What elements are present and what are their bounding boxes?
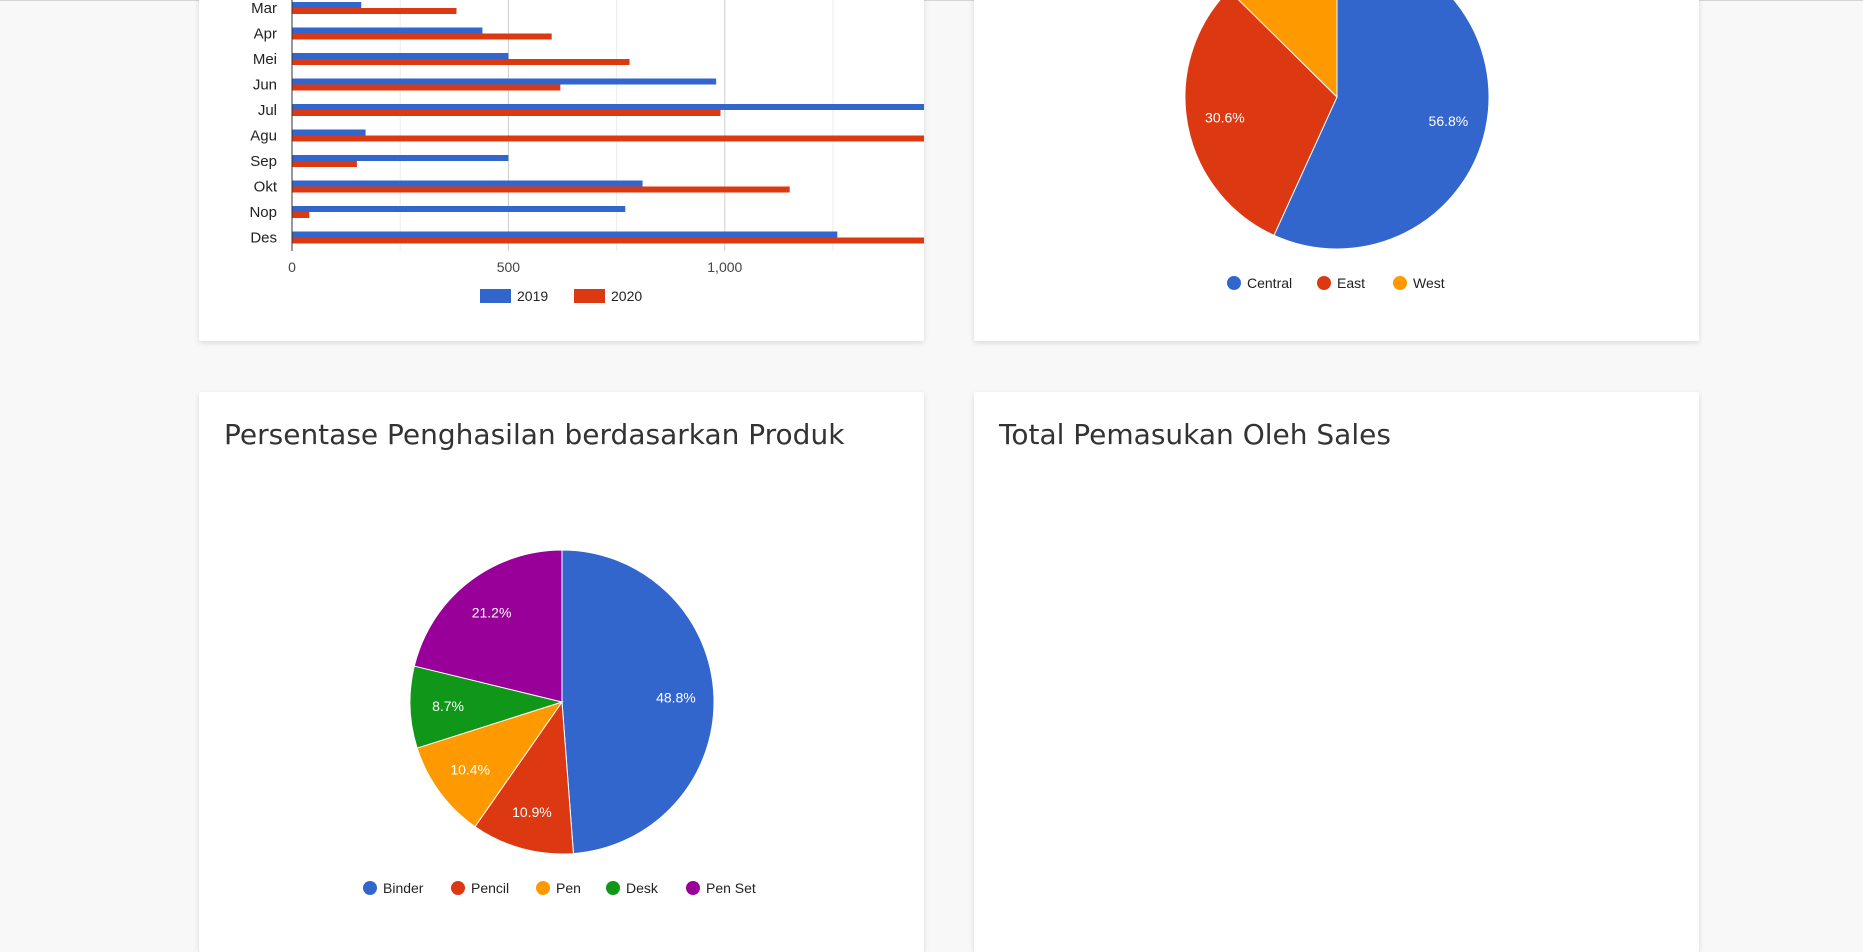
- bar-2019-nop: [292, 206, 625, 212]
- bar-2019-mar: [292, 2, 361, 8]
- pie-value-label: 8.7%: [432, 698, 464, 714]
- pie-value-label: 10.4%: [450, 762, 490, 778]
- bar-2020-des: [292, 238, 924, 244]
- legend-label-pen: Pen: [556, 880, 581, 896]
- legend-dot-desk: [606, 881, 620, 895]
- monthly-bar-chart: MarAprMeiJunJulAguSepOktNopDes05001,0001…: [199, 0, 924, 341]
- pie-value-label: 56.8%: [1429, 113, 1469, 129]
- pie-value-label: 30.6%: [1205, 110, 1245, 126]
- pie-value-label: 21.2%: [472, 604, 512, 620]
- y-tick-label: Mar: [251, 0, 277, 17]
- y-tick-label: Jul: [258, 102, 277, 119]
- legend-label-desk: Desk: [626, 880, 659, 896]
- pie-value-label: 48.8%: [656, 690, 696, 706]
- legend-dot-pen-set: [686, 881, 700, 895]
- legend-dot-west: [1393, 276, 1407, 290]
- bar-2020-mei: [292, 59, 630, 65]
- legend-label-pencil: Pencil: [471, 880, 509, 896]
- bar-2019-mei: [292, 53, 508, 59]
- bar-2019-jun: [292, 79, 716, 85]
- legend-label-binder: Binder: [383, 880, 424, 896]
- y-tick-label: Jun: [253, 77, 277, 94]
- bar-2019-des: [292, 232, 837, 238]
- legend-label-2020: 2020: [611, 288, 642, 304]
- bar-2020-agu: [292, 136, 924, 142]
- x-tick-label: 500: [497, 259, 521, 275]
- x-tick-label: 1,000: [707, 259, 742, 275]
- bar-2019-agu: [292, 130, 366, 136]
- bar-2020-sep: [292, 161, 357, 167]
- legend-swatch-2019: [480, 289, 511, 303]
- bar-2019-jul: [292, 104, 924, 110]
- region-pie-chart: 56.8% 30.6% Central East West: [974, 0, 1699, 341]
- bar-2020-jun: [292, 85, 560, 91]
- legend-label-west: West: [1413, 275, 1445, 291]
- y-tick-label: Sep: [250, 153, 277, 170]
- bar-2020-apr: [292, 34, 552, 40]
- card-title: Total Pemasukan Oleh Sales: [999, 418, 1391, 451]
- y-tick-label: Des: [250, 230, 277, 247]
- legend-dot-central: [1227, 276, 1241, 290]
- legend-label-2019: 2019: [517, 288, 548, 304]
- bar-2020-okt: [292, 187, 790, 193]
- legend-dot-binder: [363, 881, 377, 895]
- product-income-card: Persentase Penghasilan berdasarkan Produ…: [199, 392, 924, 952]
- legend-swatch-2020: [574, 289, 605, 303]
- legend-dot-pen: [536, 881, 550, 895]
- monthly-income-card: MarAprMeiJunJulAguSepOktNopDes05001,0001…: [199, 0, 924, 341]
- bar-2020-mar: [292, 8, 456, 14]
- bar-2019-sep: [292, 155, 508, 161]
- bar-2019-okt: [292, 181, 643, 187]
- legend-dot-pencil: [451, 881, 465, 895]
- bar-2020-jul: [292, 110, 720, 116]
- pie-value-label: 10.9%: [512, 804, 552, 820]
- y-tick-label: Okt: [254, 179, 278, 196]
- legend-label-pen-set: Pen Set: [706, 880, 756, 896]
- y-tick-label: Nop: [249, 204, 277, 221]
- bar-2019-apr: [292, 28, 482, 34]
- legend-label-central: Central: [1247, 275, 1292, 291]
- region-income-card: 56.8% 30.6% Central East West: [974, 0, 1699, 341]
- product-pie-chart: 48.8% 10.9% 10.4% 8.7% 21.2% Binder Pencil Pen D…: [199, 392, 924, 936]
- sales-income-card: Total Pemasukan Oleh Sales: [974, 392, 1699, 952]
- legend-label-east: East: [1337, 275, 1365, 291]
- x-tick-label: 0: [288, 259, 296, 275]
- y-tick-label: Mei: [253, 51, 277, 68]
- y-tick-label: Apr: [254, 26, 277, 43]
- bar-2020-nop: [292, 212, 309, 218]
- y-tick-label: Agu: [250, 128, 277, 145]
- legend-dot-east: [1317, 276, 1331, 290]
